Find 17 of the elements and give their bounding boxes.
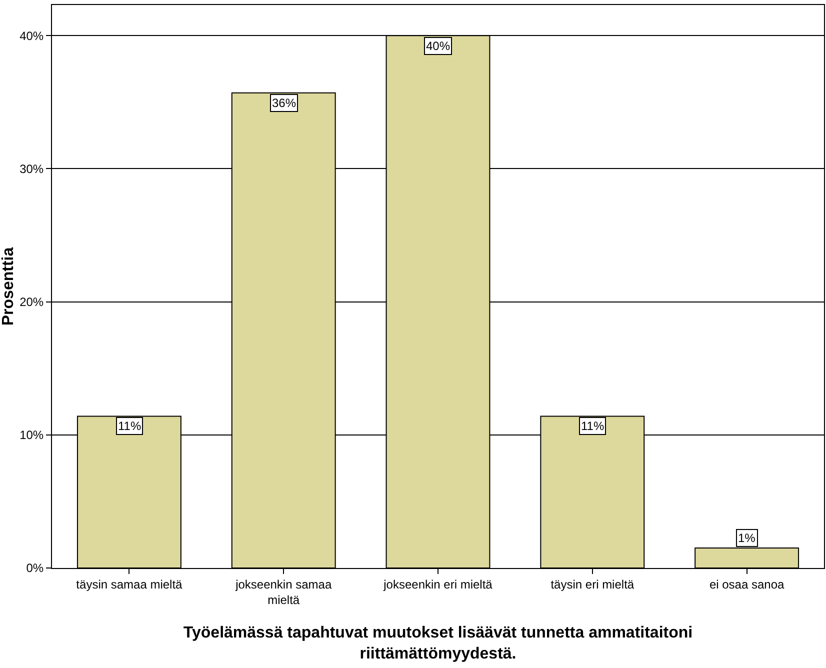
x-tick-label: jokseenkin samaa mieltä [234, 577, 332, 607]
x-tick-label: täysin eri mieltä [550, 577, 634, 592]
y-tick-label: 0% [26, 561, 44, 576]
data-label: 40% [426, 39, 450, 53]
y-tick-label: 20% [20, 295, 44, 310]
data-label: 1% [738, 531, 756, 545]
data-label: 11% [118, 419, 142, 433]
y-axis-title: Prosenttia [0, 247, 17, 326]
x-axis-title: Työelämässä tapahtuvat muutokset lisäävät tunnetta ammatitaitoni riittämättömyydestä. [183, 624, 693, 662]
y-tick-label: 30% [20, 162, 44, 176]
x-tick-label: ei osaa sanoa [709, 577, 784, 592]
data-label: 11% [581, 419, 604, 433]
y-tick-label: 40% [20, 28, 44, 43]
y-tick-label: 10% [20, 428, 44, 442]
data-label: 36% [272, 96, 296, 110]
x-tick-label: täysin samaa mieltä [76, 577, 183, 592]
x-tick-label: jokseenkin eri mieltä [382, 577, 493, 592]
